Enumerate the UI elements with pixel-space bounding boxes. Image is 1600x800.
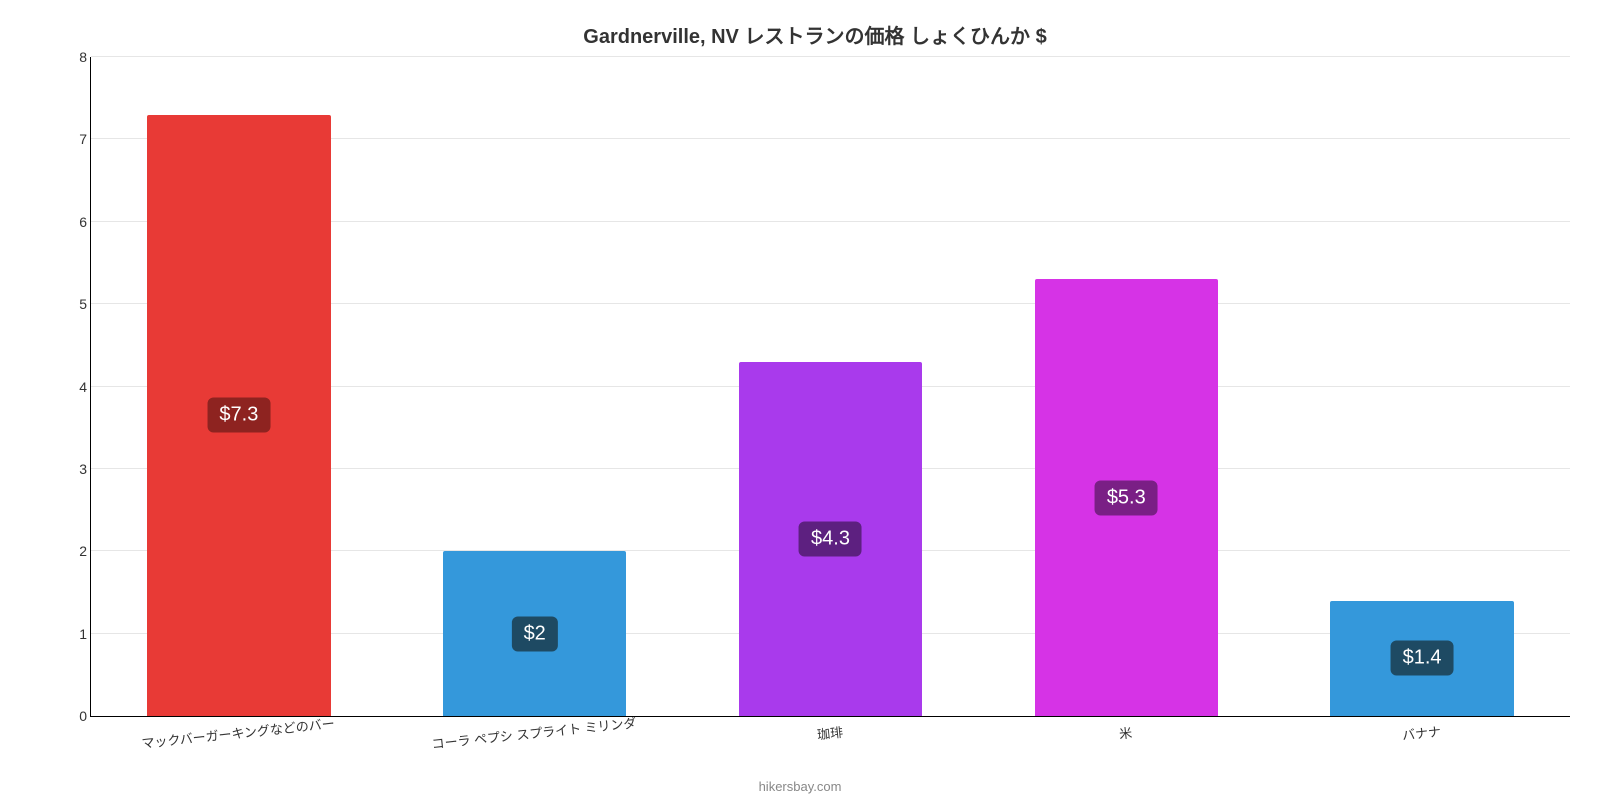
bar-slot: $1.4: [1274, 57, 1570, 716]
bar: $2: [443, 551, 626, 716]
bar: $4.3: [739, 362, 922, 716]
x-axis: マックバーガーキングなどのバーコーラ ペプシ スプライト ミリンダ珈琲米バナナ: [90, 717, 1570, 767]
y-tick-label: 0: [63, 708, 87, 724]
y-tick-label: 5: [63, 296, 87, 312]
y-tick-label: 2: [63, 543, 87, 559]
y-tick-label: 4: [63, 379, 87, 395]
bar: $5.3: [1035, 279, 1218, 716]
bar-slot: $7.3: [91, 57, 387, 716]
x-tick-label: マックバーガーキングなどのバー: [90, 717, 386, 767]
value-badge: $1.4: [1391, 641, 1454, 676]
bar-chart: Gardnerville, NV レストランの価格 しょくひんか $ $7.3$…: [60, 20, 1570, 760]
x-tick-label: 米: [978, 717, 1274, 767]
x-tick-label: 珈琲: [682, 717, 978, 767]
bar-slot: $4.3: [683, 57, 979, 716]
bars-group: $7.3 $2 $4.3 $5.3 $1.4: [91, 57, 1570, 716]
bar: $1.4: [1330, 601, 1513, 716]
value-badge: $7.3: [207, 398, 270, 433]
x-tick-label: コーラ ペプシ スプライト ミリンダ: [386, 717, 682, 767]
y-tick-label: 7: [63, 131, 87, 147]
bar: $7.3: [147, 115, 330, 716]
y-tick-label: 6: [63, 214, 87, 230]
plot-area: $7.3$2$4.3$5.3$1.4 012345678: [90, 57, 1570, 717]
x-tick-label: バナナ: [1274, 717, 1570, 767]
y-tick-label: 1: [63, 626, 87, 642]
attribution-text: hikersbay.com: [0, 779, 1600, 794]
value-badge: $2: [512, 616, 558, 651]
y-tick-label: 3: [63, 461, 87, 477]
y-tick-label: 8: [63, 49, 87, 65]
value-badge: $5.3: [1095, 480, 1158, 515]
bar-slot: $5.3: [978, 57, 1274, 716]
bar-slot: $2: [387, 57, 683, 716]
chart-title: Gardnerville, NV レストランの価格 しょくひんか $: [60, 20, 1570, 49]
value-badge: $4.3: [799, 521, 862, 556]
